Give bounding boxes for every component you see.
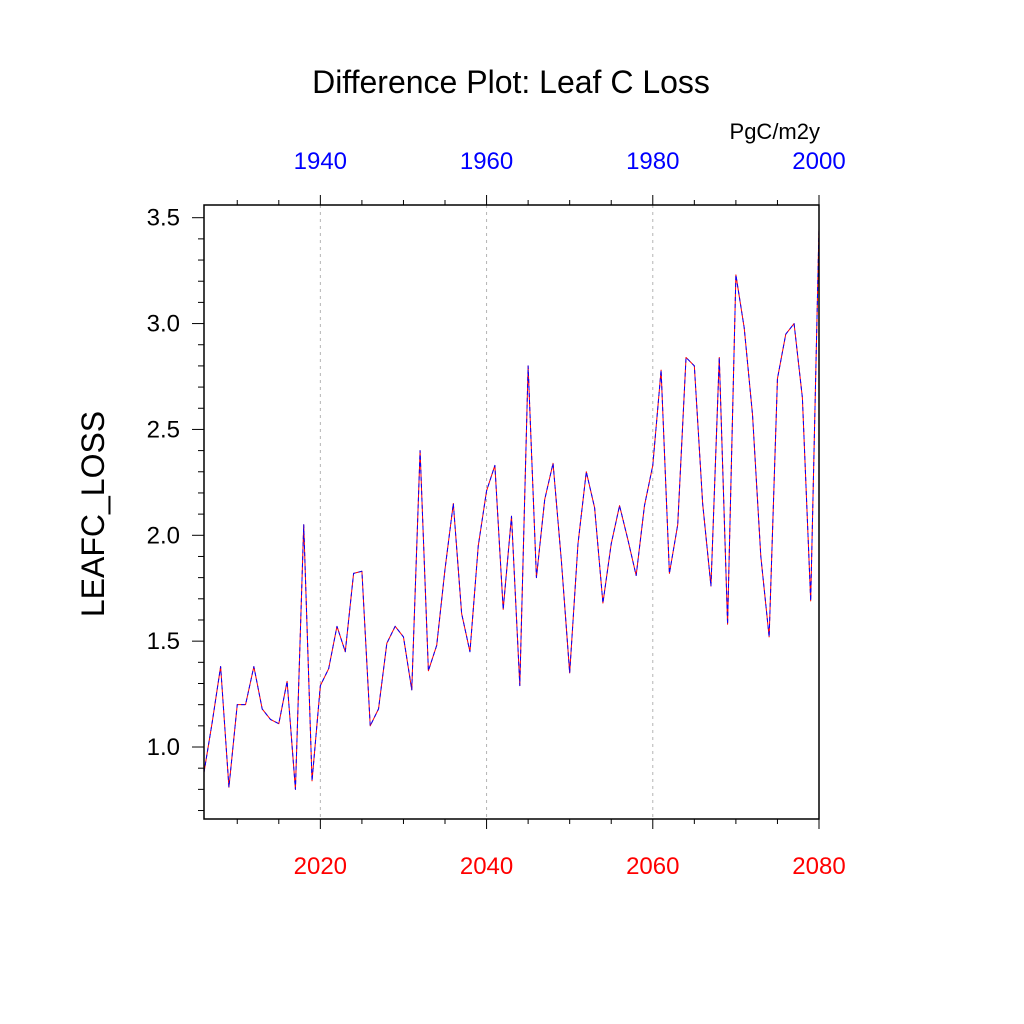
plot-frame xyxy=(203,204,820,820)
series-group xyxy=(203,228,820,790)
x-bottom-tick-label: 2080 xyxy=(792,853,845,880)
units-label: PgC/m2y xyxy=(730,119,820,144)
y-tick-label: 3.0 xyxy=(147,311,180,338)
x-top-tick-label: 1960 xyxy=(460,148,513,175)
y-axis-label: LEAFC_LOSS xyxy=(75,411,111,617)
x-bottom-tick-label: 2060 xyxy=(626,853,679,880)
x-bottom-tick-label: 2020 xyxy=(294,853,347,880)
x-top-tick-label: 2000 xyxy=(792,148,845,175)
y-tick-label: 1.5 xyxy=(147,628,180,655)
y-tick-label: 2.0 xyxy=(147,522,180,549)
x-top-tick-label: 1980 xyxy=(626,148,679,175)
y-tick-label: 3.5 xyxy=(147,205,180,232)
y-tick-label: 1.0 xyxy=(147,734,180,761)
y-tick-label: 2.5 xyxy=(147,416,180,443)
series-line xyxy=(203,228,820,790)
axis-ticks xyxy=(192,195,820,829)
x-bottom-tick-label: 2040 xyxy=(460,853,513,880)
tick-labels: 1.0 1.5 2.0 2.5 3.0 3.5 2020 2040 2060 2080 1940 19… xyxy=(147,148,846,880)
grid-lines xyxy=(319,205,654,819)
x-top-tick-label: 1940 xyxy=(294,148,347,175)
series-line xyxy=(203,228,820,790)
chart-title: Difference Plot: Leaf C Loss xyxy=(312,64,710,100)
